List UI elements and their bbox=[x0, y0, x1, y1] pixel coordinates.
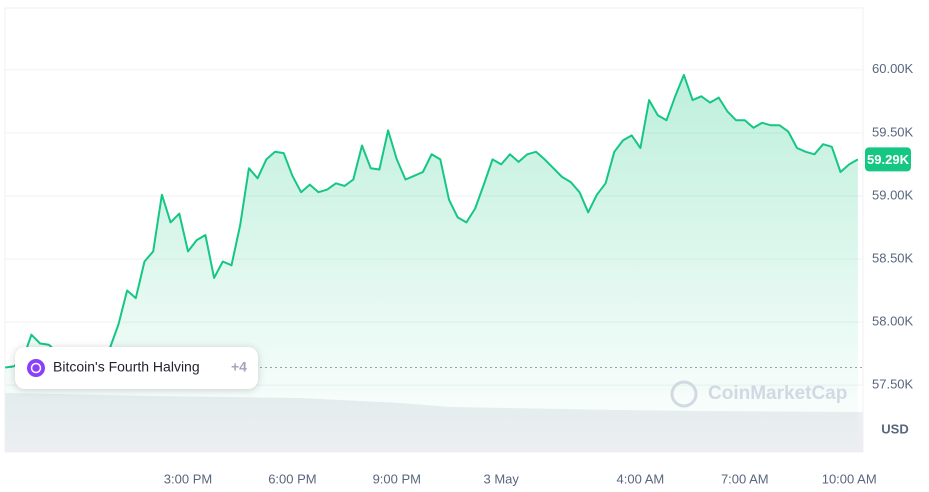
y-tick-label: 59.50K bbox=[872, 124, 914, 139]
event-label[interactable]: Bitcoin's Fourth Halving bbox=[53, 359, 200, 375]
y-tick-label: 59.00K bbox=[872, 187, 914, 202]
x-tick-label: 3:00 PM bbox=[164, 471, 212, 486]
event-icon-clock bbox=[30, 362, 42, 374]
current-price-badge bbox=[865, 147, 911, 172]
watermark: CoinMarketCap bbox=[708, 383, 847, 404]
x-tick-label: 7:00 AM bbox=[721, 471, 769, 486]
event-icon bbox=[27, 359, 45, 377]
x-tick-label: 10:00 AM bbox=[822, 471, 877, 486]
price-line bbox=[5, 73, 859, 369]
y-tick-label: 57.50K bbox=[872, 377, 914, 392]
current-price-label: 59.29K bbox=[867, 152, 910, 167]
x-tick-label: 4:00 AM bbox=[617, 471, 665, 486]
x-tick-label: 3 May bbox=[483, 471, 519, 486]
overlay: CoinMarketCap USD Bitcoin's Fourth Halvi… bbox=[15, 347, 909, 436]
event-pill[interactable]: Bitcoin's Fourth Halving +4 bbox=[15, 347, 258, 389]
x-tick-label: 9:00 PM bbox=[373, 471, 421, 486]
x-tick-label: 6:00 PM bbox=[268, 471, 316, 486]
event-pill-bg[interactable] bbox=[15, 347, 258, 389]
watermark-logo bbox=[670, 380, 698, 408]
y-tick-label: 58.50K bbox=[872, 250, 914, 265]
y-tick-label: 58.00K bbox=[872, 314, 914, 329]
currency-label: USD bbox=[881, 421, 908, 436]
event-more[interactable]: +4 bbox=[231, 359, 247, 375]
y-tick-label: 60.00K bbox=[872, 61, 914, 76]
